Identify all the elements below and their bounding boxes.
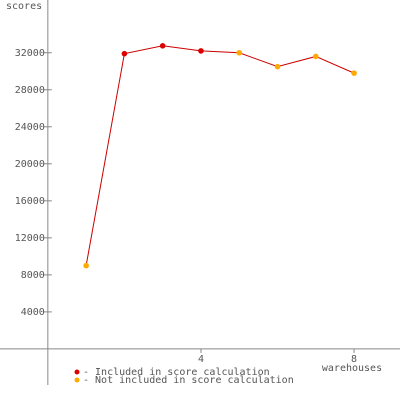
data-point <box>83 262 89 269</box>
data-point <box>274 63 281 70</box>
y-tick-label: 12000 <box>15 233 45 244</box>
data-point <box>351 70 357 76</box>
data-point <box>159 43 166 49</box>
legend-label: - Not included in score calculation <box>83 375 294 386</box>
y-tick-label: 20000 <box>15 159 45 170</box>
data-point <box>198 48 204 54</box>
y-tick-label: 4000 <box>21 307 45 318</box>
y-tick-label: 8000 <box>21 270 45 281</box>
y-tick-label: 24000 <box>15 122 45 133</box>
y-axis-label: scores <box>6 1 42 12</box>
legend-label: - Included in score calculation <box>83 367 270 378</box>
y-tick-label: 32000 <box>15 48 45 59</box>
x-tick-label: 8 <box>351 354 357 365</box>
data-point <box>121 50 128 57</box>
x-tick-label: 4 <box>198 354 204 365</box>
y-tick-label: 16000 <box>15 196 45 207</box>
x-axis-label: warehouses <box>322 363 382 374</box>
legend-marker <box>74 377 80 383</box>
data-line <box>85 45 355 266</box>
y-tick-label: 28000 <box>15 85 45 96</box>
data-point <box>236 49 243 56</box>
legend-marker <box>74 369 80 375</box>
data-point <box>312 53 319 60</box>
